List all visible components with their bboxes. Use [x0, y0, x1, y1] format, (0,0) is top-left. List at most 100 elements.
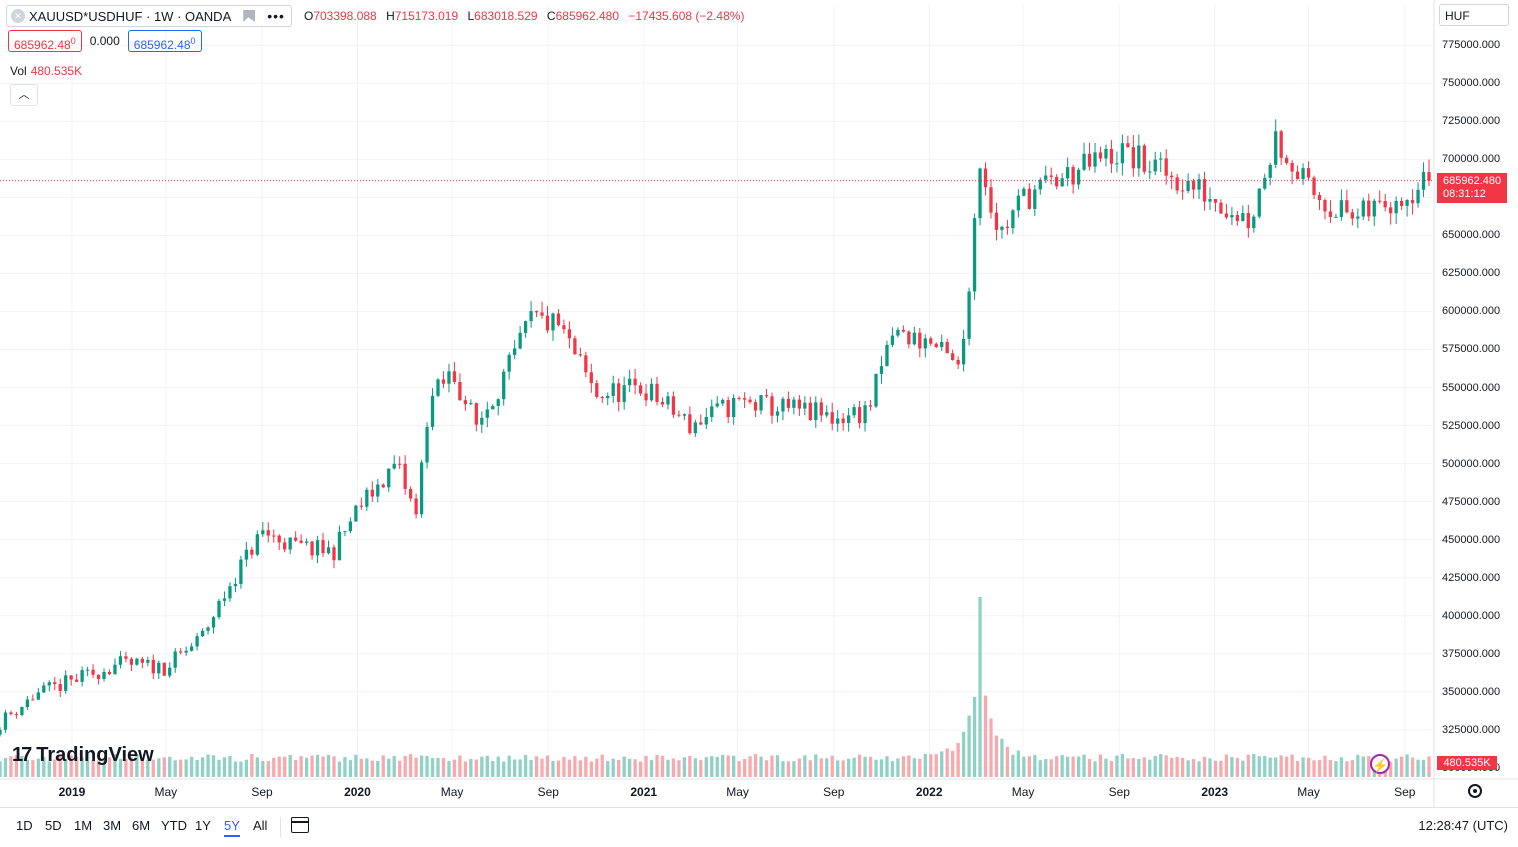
- flag-icon[interactable]: [243, 10, 256, 22]
- volume-bar: [206, 754, 210, 777]
- range-button-3m[interactable]: 3M: [103, 818, 122, 833]
- range-button-5d[interactable]: 5D: [45, 818, 62, 833]
- range-button-1m[interactable]: 1M: [74, 818, 93, 833]
- utc-clock[interactable]: 12:28:47 (UTC): [1418, 818, 1508, 833]
- candle-body: [162, 662, 166, 676]
- candle-body: [491, 405, 495, 410]
- volume-bar: [310, 755, 314, 777]
- candle-body: [326, 547, 331, 554]
- volume-bar: [1180, 757, 1185, 777]
- volume-bar: [540, 758, 544, 777]
- candle-body: [890, 335, 895, 345]
- candle-body: [764, 395, 769, 397]
- volume-bar: [732, 755, 736, 777]
- candle-body: [447, 371, 451, 384]
- volume-bar: [1076, 756, 1081, 777]
- price-tick-label: 650000.000: [1442, 229, 1501, 242]
- candle-body: [753, 402, 758, 411]
- volume-bar: [261, 760, 265, 777]
- volume-bar: [704, 757, 708, 777]
- candle-body: [1208, 199, 1212, 202]
- candle-body: [595, 383, 599, 398]
- calendar-icon[interactable]: [291, 817, 309, 833]
- volume-bar: [1405, 754, 1409, 777]
- range-button-ytd[interactable]: YTD: [161, 818, 187, 833]
- candle-body: [1421, 172, 1426, 190]
- candle-body: [228, 586, 232, 599]
- candle-body: [1191, 180, 1196, 190]
- volume-bar: [627, 758, 632, 777]
- volume-bar: [1246, 754, 1250, 777]
- range-button-5y[interactable]: 5Y: [224, 818, 240, 837]
- volume-bar: [1109, 760, 1114, 777]
- sell-price-button[interactable]: 685962.480: [8, 30, 82, 52]
- candle-body: [879, 366, 884, 374]
- volume-bar: [584, 756, 588, 777]
- gear-icon[interactable]: [1468, 784, 1482, 798]
- candle-body: [1427, 172, 1431, 181]
- volume-bar: [113, 754, 117, 777]
- candle-body: [732, 397, 736, 418]
- candle-body: [573, 338, 577, 355]
- volume-bar: [1213, 760, 1218, 777]
- volume-bar: [1219, 760, 1223, 777]
- symbol-search-button[interactable]: ✕ XAUUSD*USDHUF · 1W · OANDA •••: [6, 5, 292, 27]
- candle-body: [1389, 207, 1393, 214]
- volume-bar: [885, 756, 889, 777]
- volume-bar: [693, 758, 697, 777]
- volume-bar: [1427, 756, 1431, 777]
- volume-bar: [255, 757, 259, 777]
- range-button-all[interactable]: All: [253, 818, 268, 833]
- buy-price-button[interactable]: 685962.480: [127, 30, 202, 52]
- volume-bar: [53, 759, 57, 777]
- candle-body: [1098, 152, 1103, 159]
- volume-bar: [354, 754, 358, 777]
- bottom-toolbar: 1D 5D 1M 3M 6M YTD 1Y 5Y All 12:28:47 (UTC): [0, 807, 1518, 847]
- volume-bar: [907, 755, 911, 777]
- volume-bar: [1049, 759, 1053, 777]
- volume-bar: [403, 755, 407, 777]
- collapse-legend-button[interactable]: ︿: [10, 84, 38, 106]
- price-tick-label: 725000.000: [1442, 115, 1501, 128]
- candle-body: [830, 412, 834, 424]
- volume-bar: [1148, 759, 1152, 777]
- tradingview-logo[interactable]: 17 TradingView: [12, 744, 154, 767]
- candle-body: [146, 659, 150, 663]
- time-tick-label: 2020: [344, 785, 371, 799]
- range-button-6m[interactable]: 6M: [132, 818, 151, 833]
- currency-selector[interactable]: HUF: [1439, 4, 1509, 26]
- candle-body: [885, 344, 889, 367]
- range-button-1y[interactable]: 1Y: [195, 818, 211, 833]
- range-button-1d[interactable]: 1D: [16, 818, 33, 833]
- volume-bar: [80, 757, 84, 777]
- time-tick-label: Sep: [1108, 785, 1130, 799]
- candle-body: [803, 402, 807, 409]
- volume-bar: [1334, 761, 1338, 777]
- last-price-value: 685962.480: [1443, 174, 1502, 187]
- volume-bar: [1202, 756, 1207, 777]
- bar-countdown: 08:31:12: [1443, 187, 1486, 200]
- volume-tag: 480.535K: [1437, 756, 1497, 770]
- candle-body: [266, 530, 270, 536]
- tradingview-logo-text: TradingView: [36, 744, 154, 766]
- more-options-icon[interactable]: •••: [267, 8, 285, 24]
- close-value: 685962.480: [555, 9, 619, 23]
- candle-body: [857, 407, 862, 424]
- candle-body: [896, 329, 900, 336]
- volume-bar: [803, 755, 807, 777]
- volume-bar: [1295, 760, 1300, 777]
- candle-body: [518, 332, 522, 349]
- candle-body: [1076, 169, 1081, 185]
- candle-body: [1000, 226, 1004, 230]
- volume-bar: [529, 760, 533, 777]
- candle-body: [627, 378, 632, 386]
- lightning-icon[interactable]: ⚡: [1370, 754, 1390, 774]
- time-tick-label: Sep: [823, 785, 845, 799]
- volume-bar: [753, 754, 758, 777]
- candle-body: [786, 398, 791, 408]
- volume-bar: [1317, 760, 1322, 777]
- volume-bar: [551, 760, 555, 777]
- candle-body: [578, 354, 582, 356]
- volume-bar: [567, 759, 572, 777]
